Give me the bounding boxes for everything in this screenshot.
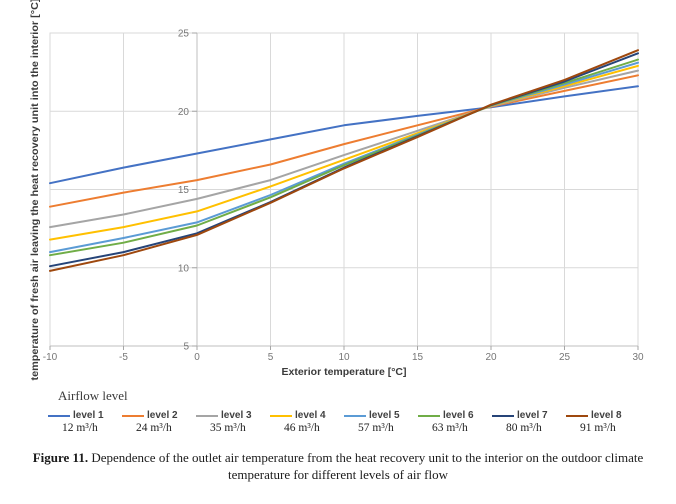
y-tick-label: 25 — [178, 29, 190, 40]
y-tick-label: 15 — [178, 185, 190, 196]
legend-item[interactable]: level 4 46 m³/h — [270, 410, 344, 434]
legend-line-swatch — [196, 414, 218, 417]
caption-label: Figure 11. — [32, 450, 89, 465]
legend-item-flow: 57 m³/h — [358, 422, 394, 434]
legend-item[interactable]: level 3 35 m³/h — [196, 410, 270, 434]
legend-item-label: level 2 — [147, 410, 178, 421]
y-axis-title: temperature of fresh air leaving the hea… — [29, 0, 41, 380]
x-tick-label: 25 — [559, 352, 571, 363]
legend-item-label: level 7 — [517, 410, 548, 421]
legend-line-swatch — [344, 414, 366, 417]
series-line-level-1 — [49, 85, 639, 185]
legend-line-swatch — [48, 414, 70, 417]
x-tick-label: 5 — [268, 352, 274, 363]
legend-item-label: level 8 — [591, 410, 622, 421]
series-line-level-3 — [49, 69, 639, 229]
legend-line-swatch — [566, 414, 588, 417]
legend-item-flow: 35 m³/h — [210, 422, 246, 434]
x-tick-label: 30 — [632, 352, 644, 363]
x-tick-label: 20 — [485, 352, 497, 363]
y-tick-label: 20 — [178, 107, 190, 118]
x-axis-title: Exterior temperature [°C] — [282, 366, 407, 378]
legend-item-flow: 63 m³/h — [432, 422, 468, 434]
series-line-level-8 — [49, 49, 639, 272]
legend-item-flow: 91 m³/h — [580, 422, 616, 434]
legend-item-flow: 46 m³/h — [284, 422, 320, 434]
legend-item-label: level 5 — [369, 410, 400, 421]
legend-item-label: level 4 — [295, 410, 326, 421]
x-tick-label: 15 — [412, 352, 424, 363]
legend-item-label: level 6 — [443, 410, 474, 421]
legend-line-swatch — [270, 414, 292, 417]
x-tick-label: 10 — [338, 352, 350, 363]
caption-text: Dependence of the outlet air temperature… — [88, 450, 644, 482]
legend-line-swatch — [122, 414, 144, 417]
legend-item[interactable]: level 7 80 m³/h — [492, 410, 566, 434]
legend-item-flow: 12 m³/h — [62, 422, 98, 434]
legend-item[interactable]: level 1 12 m³/h — [48, 410, 122, 434]
series-line-level-6 — [49, 58, 639, 257]
figure-caption: Figure 11. Dependence of the outlet air … — [18, 450, 658, 484]
series-line-level-5 — [49, 61, 639, 254]
legend-item[interactable]: level 6 63 m³/h — [418, 410, 492, 434]
legend-line-swatch — [492, 414, 514, 417]
x-tick-label: -10 — [43, 352, 58, 363]
y-tick-label: 10 — [178, 263, 190, 274]
legend-item[interactable]: level 8 91 m³/h — [566, 410, 640, 434]
legend-item-flow: 24 m³/h — [136, 422, 172, 434]
chart-legend: level 1 12 m³/h level 2 24 m³/h level 3 … — [48, 410, 642, 434]
legend-item-label: level 3 — [221, 410, 252, 421]
x-tick-label: -5 — [119, 352, 128, 363]
legend-line-swatch — [418, 414, 440, 417]
legend-item[interactable]: level 2 24 m³/h — [122, 410, 196, 434]
series-line-level-2 — [49, 74, 639, 208]
series-line-level-4 — [49, 64, 639, 241]
legend-item-flow: 80 m³/h — [506, 422, 542, 434]
legend-item-label: level 1 — [73, 410, 104, 421]
y-tick-label: 5 — [183, 342, 189, 353]
legend-item[interactable]: level 5 57 m³/h — [344, 410, 418, 434]
x-tick-label: 0 — [194, 352, 200, 363]
legend-title: Airflow level — [58, 388, 128, 403]
